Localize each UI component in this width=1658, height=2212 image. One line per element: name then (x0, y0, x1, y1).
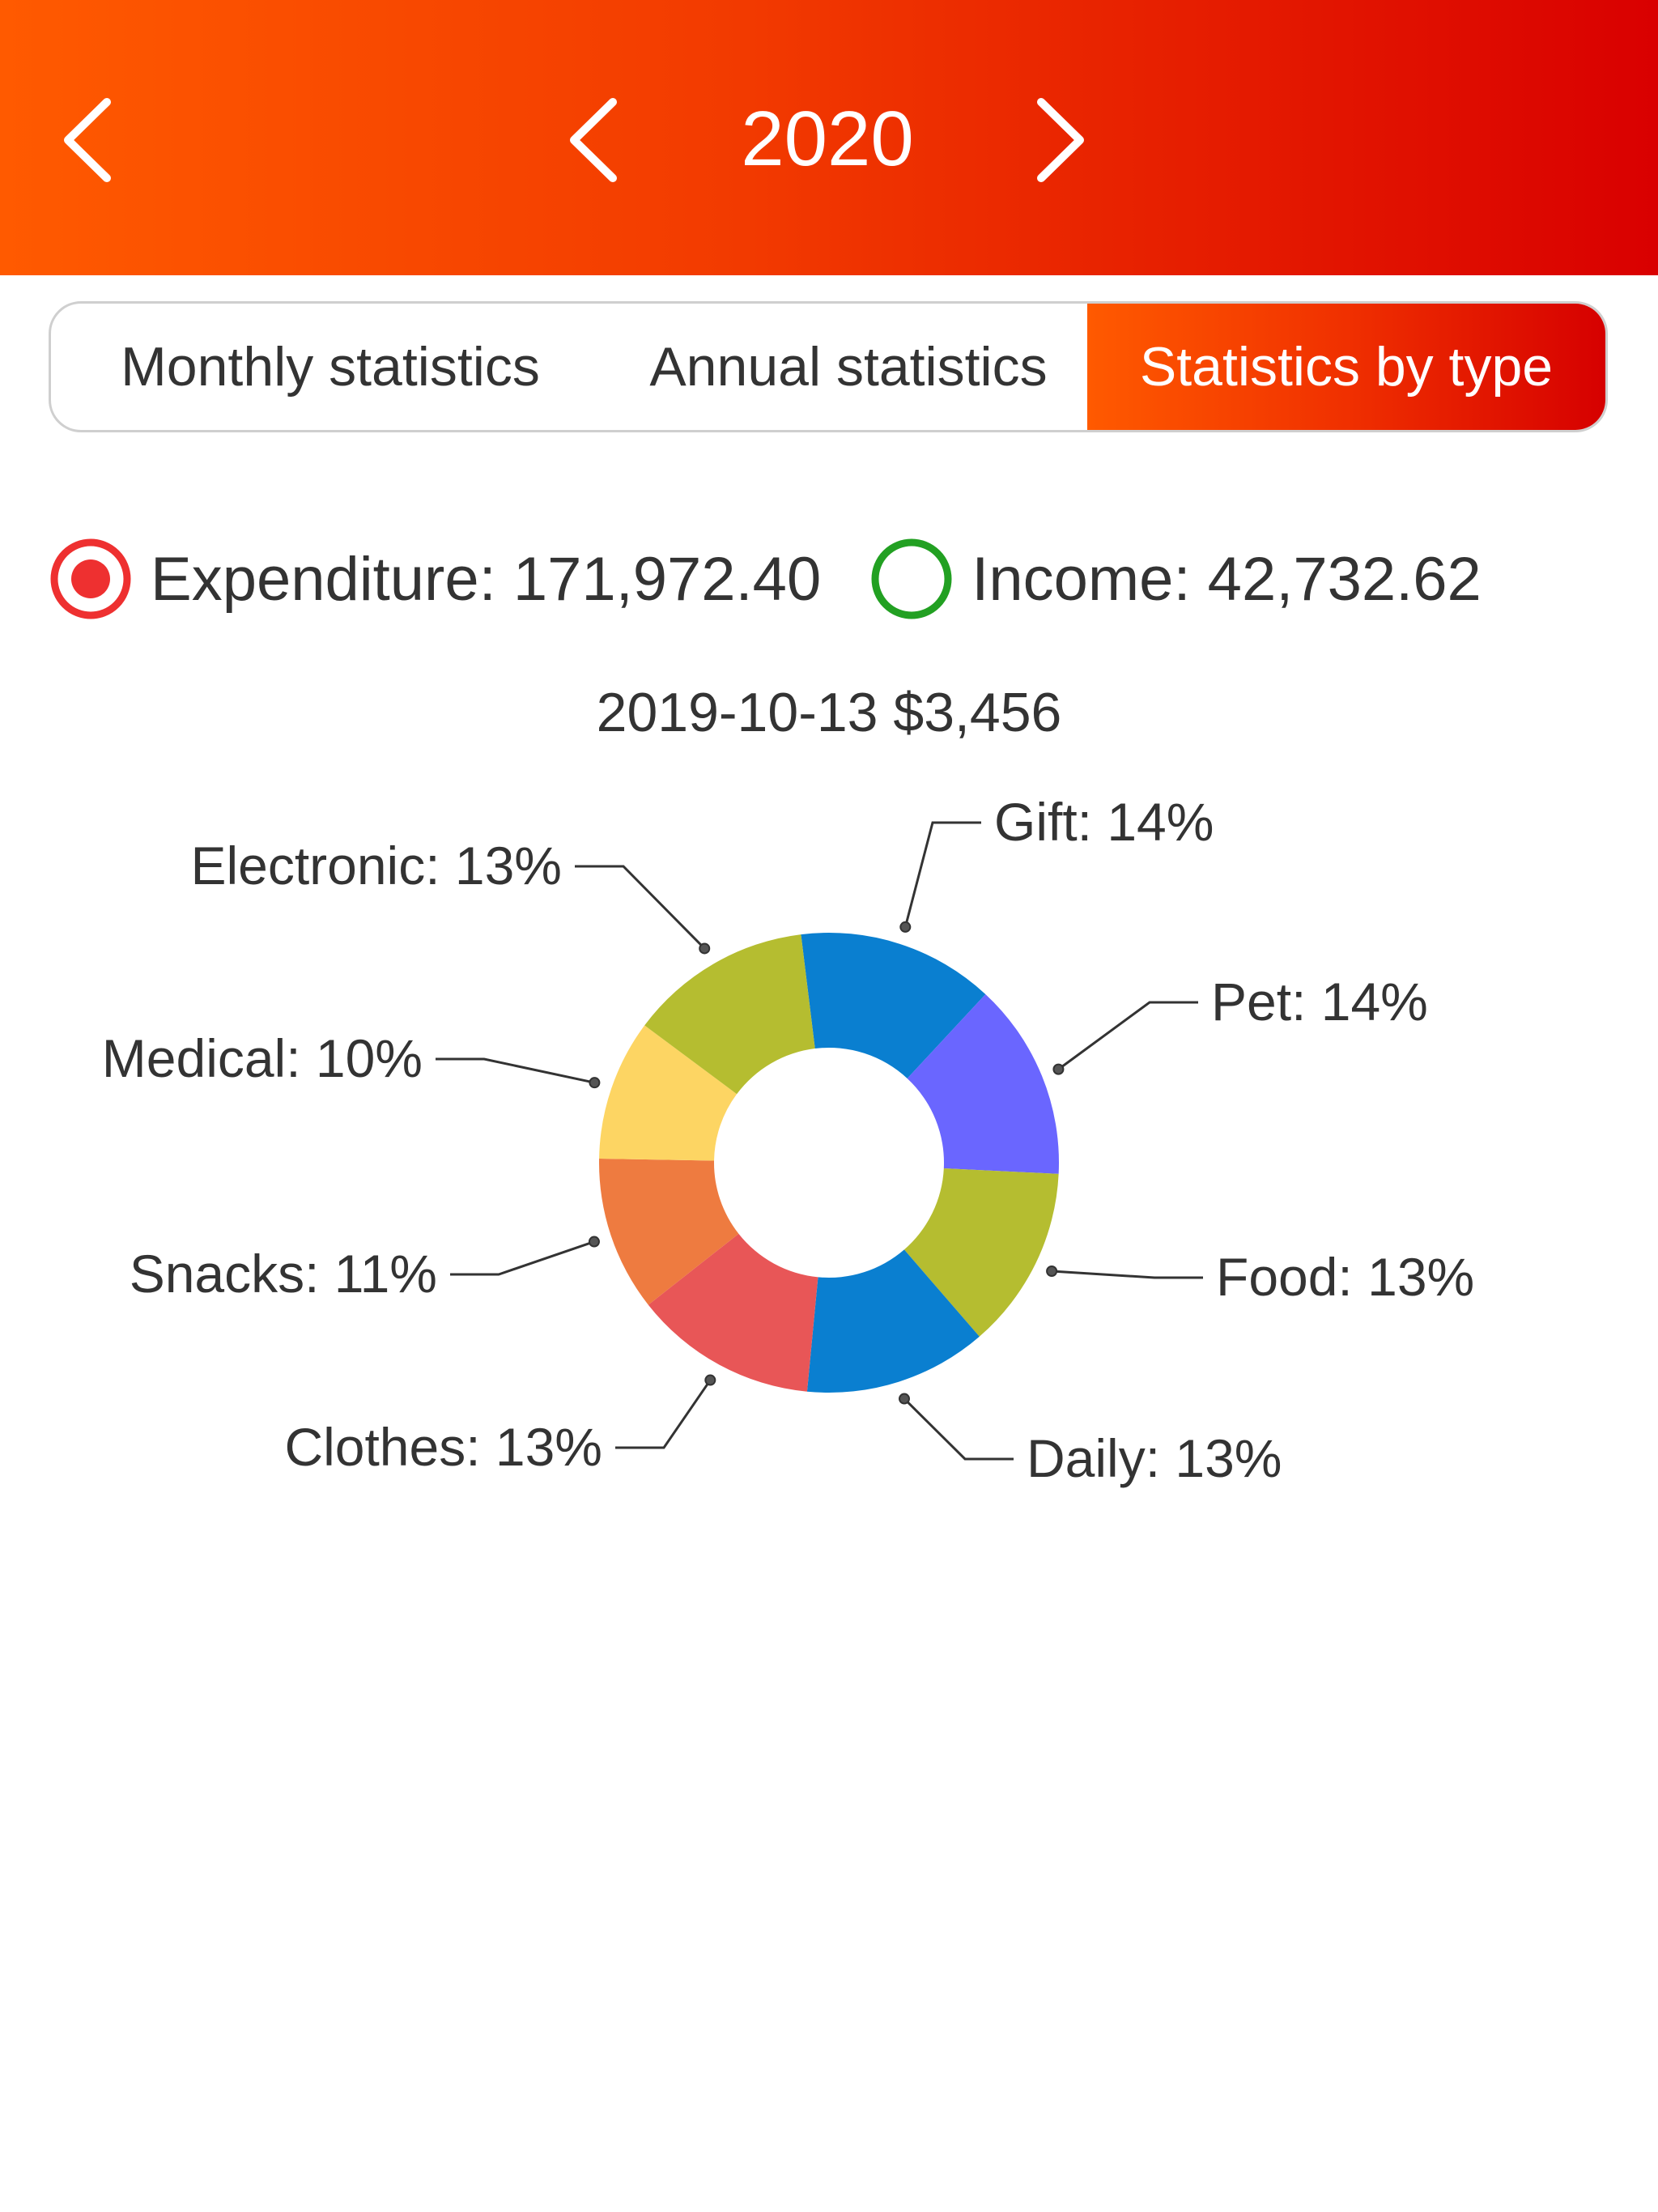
slice-pet[interactable] (907, 993, 1059, 1174)
slice-snacks[interactable] (598, 1158, 739, 1305)
chevron-left-icon (64, 98, 111, 182)
next-year-button[interactable] (1027, 96, 1091, 185)
prev-year-button[interactable] (563, 96, 627, 185)
statistics-tabs: Monthly statistics Annual statistics Sta… (49, 301, 1608, 432)
slice-label-food: Food: 13% (1216, 1247, 1474, 1307)
income-label: Income: 42,732.62 (971, 544, 1482, 614)
leader-line-snacks (450, 1240, 595, 1276)
expenditure-label: Expenditure: 171,972.40 (151, 544, 822, 614)
slice-label-pet: Pet: 14% (1211, 972, 1428, 1032)
radio-unselected-icon (871, 538, 952, 619)
leader-dot-clothes (704, 1374, 716, 1386)
type-toggle: Expenditure: 171,972.40 Income: 42,732.6… (49, 530, 1611, 627)
radio-selected-icon (50, 538, 131, 619)
slice-label-electronic: Electronic: 13% (190, 836, 562, 895)
leader-dot-food (1046, 1265, 1058, 1277)
slice-label-snacks: Snacks: 11% (130, 1244, 437, 1304)
leader-line-medical (436, 1057, 595, 1084)
leader-line-daily (903, 1397, 1014, 1461)
expenditure-option[interactable]: Expenditure: 171,972.40 (49, 537, 821, 621)
chevron-left-icon (570, 98, 617, 182)
tab-statistics-by-type[interactable]: Statistics by type (1087, 304, 1605, 430)
slice-label-daily: Daily: 13% (1027, 1428, 1282, 1488)
slice-daily[interactable] (806, 1249, 980, 1393)
leader-dot-pet (1052, 1063, 1065, 1075)
header-bar: 2020 (0, 0, 1658, 275)
slice-food[interactable] (903, 1168, 1059, 1337)
leader-line-food (1052, 1270, 1203, 1279)
leader-dot-daily (898, 1393, 910, 1405)
slice-label-medical: Medical: 10% (102, 1028, 423, 1088)
leader-dot-gift (899, 921, 912, 933)
chevron-right-icon (1037, 98, 1084, 182)
slice-medical[interactable] (599, 1025, 738, 1161)
slice-gift[interactable] (801, 933, 986, 1078)
tab-monthly-statistics[interactable]: Monthly statistics (121, 336, 540, 398)
slice-electronic[interactable] (644, 934, 815, 1095)
leader-dot-electronic (699, 942, 711, 955)
back-button[interactable] (57, 96, 121, 185)
leader-line-clothes (615, 1379, 712, 1449)
slice-clothes[interactable] (648, 1233, 818, 1392)
leader-dot-snacks (588, 1236, 600, 1248)
tab-annual-statistics[interactable]: Annual statistics (649, 336, 1048, 398)
slice-label-gift: Gift: 14% (994, 792, 1214, 852)
type-donut-chart: Gift: 14% Pet: 14% Food: 13% Daily: 13% Clot… (102, 792, 1474, 1488)
selected-point-label: 2019-10-13 $3,456 (596, 682, 1062, 743)
leader-dot-medical (589, 1077, 601, 1089)
slice-label-clothes: Clothes: 13% (284, 1417, 602, 1477)
income-option[interactable]: Income: 42,732.62 (869, 537, 1482, 621)
leader-line-pet (1057, 1001, 1198, 1070)
leader-line-electronic (575, 865, 706, 950)
year-title: 2020 (741, 96, 914, 182)
leader-line-gift (903, 821, 981, 928)
